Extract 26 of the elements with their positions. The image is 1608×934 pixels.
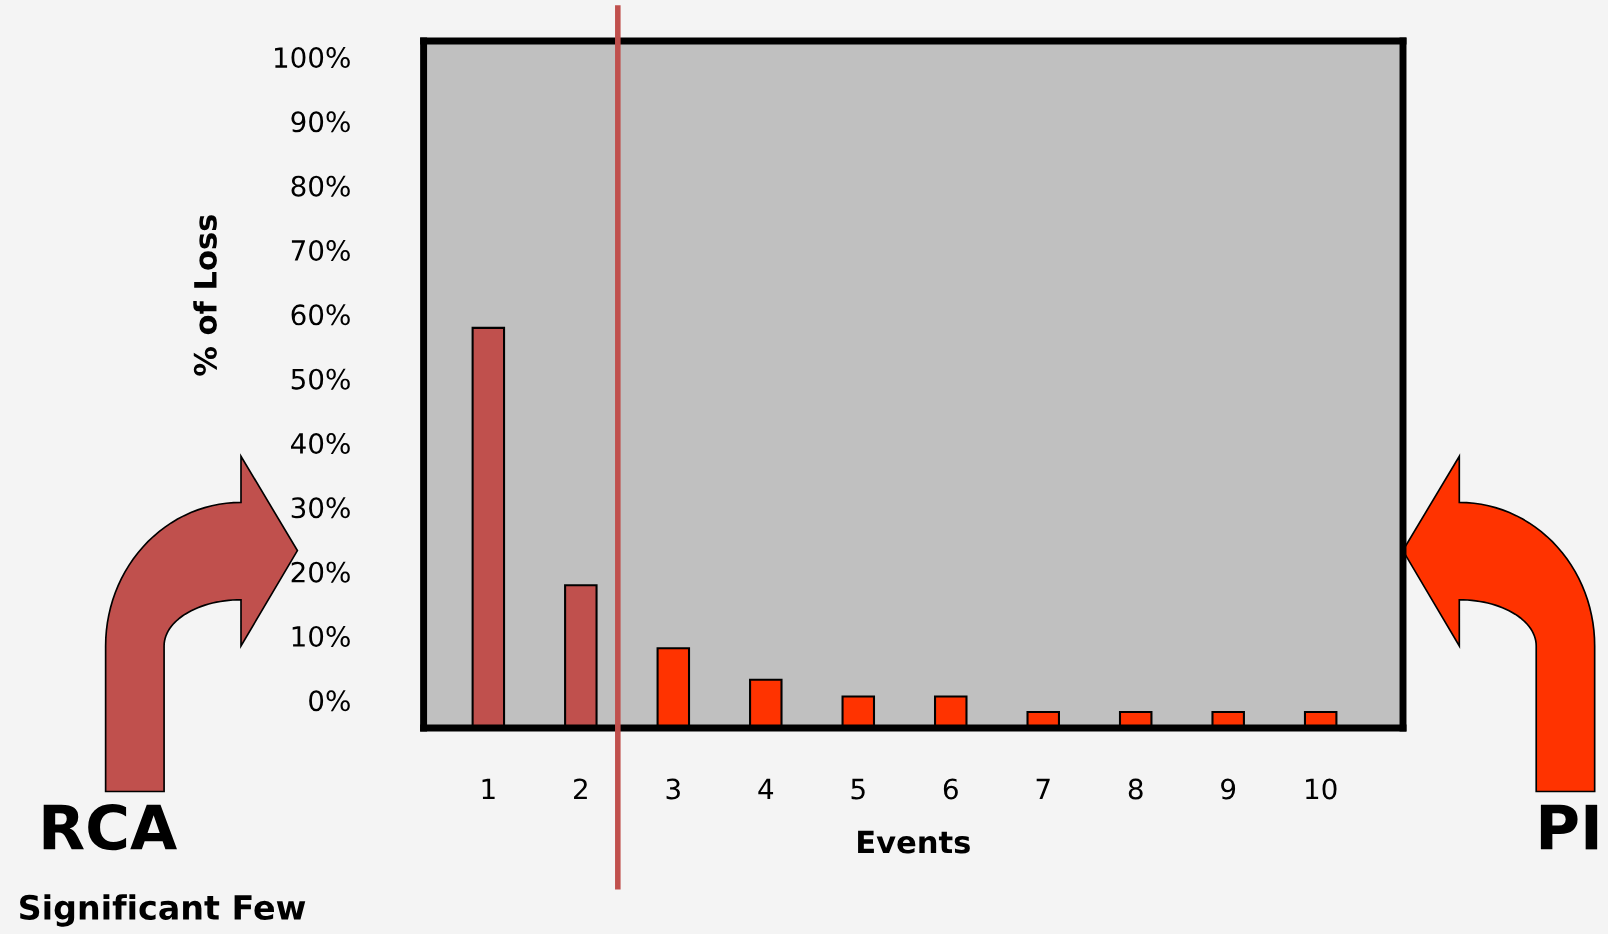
y-tick-label: 60% <box>291 304 350 326</box>
y-axis-title: % of Loss <box>193 215 217 376</box>
y-tick-label: 90% <box>291 111 350 133</box>
x-tick-label: 2 <box>574 778 587 800</box>
x-tick-label: 5 <box>851 778 865 800</box>
y-tick-label: 70% <box>291 240 350 262</box>
x-tick-label: 3 <box>666 778 680 800</box>
y-tick-label: 80% <box>291 175 350 197</box>
y-tick-label: 0% <box>309 690 350 712</box>
y-tick-label: 100% <box>275 47 350 69</box>
y-tick-label: 40% <box>291 432 350 454</box>
text: PI <box>1540 804 1598 850</box>
x-tick-label: 1 <box>482 778 495 800</box>
y-tick-label: 20% <box>291 561 350 583</box>
text: RCA <box>43 804 177 851</box>
x-tick-label: 4 <box>758 778 774 800</box>
text: Significant Few <box>20 894 306 927</box>
x-tick-label: 8 <box>1128 778 1143 800</box>
y-tick-label: 30% <box>291 497 350 519</box>
x-tick-label: 9 <box>1221 778 1236 800</box>
x-tick-label: 10 <box>1306 778 1337 800</box>
x-tick-label: 6 <box>943 778 958 800</box>
x-tick-label: 7 <box>1036 778 1050 800</box>
y-tick-label: 50% <box>291 368 350 390</box>
x-axis-title: Events <box>858 830 970 854</box>
y-tick-label: 10% <box>292 625 350 647</box>
